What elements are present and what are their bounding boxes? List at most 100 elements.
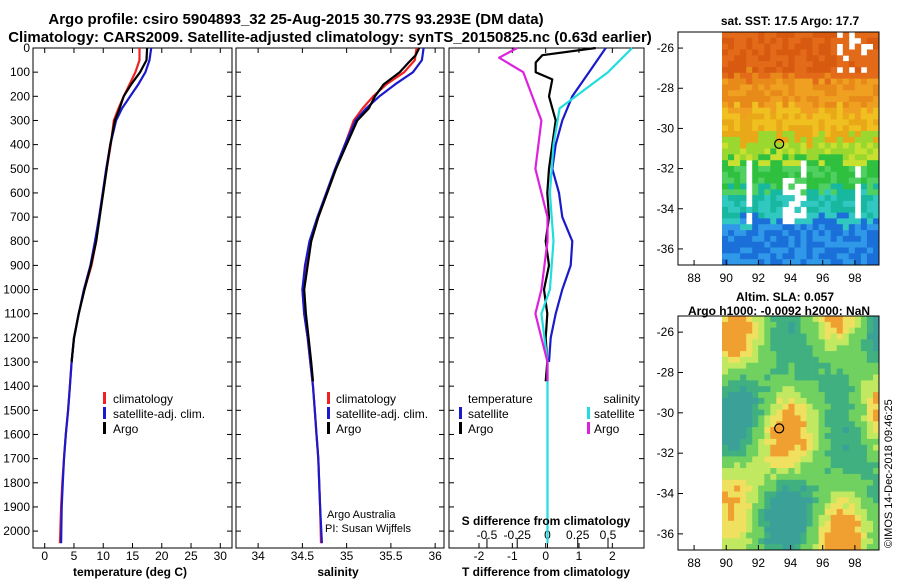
map-cell: [812, 415, 819, 422]
map-cell: [746, 253, 753, 260]
map-cell: [866, 67, 874, 74]
map-cell: [836, 380, 844, 387]
map-cell: [734, 136, 741, 144]
map-cell: [740, 321, 747, 329]
map-cell: [728, 259, 735, 265]
map-cell: [794, 362, 801, 370]
map-cell: [764, 78, 771, 85]
map-cell: [758, 491, 765, 498]
map-cell: [740, 497, 747, 504]
map-cell: [854, 136, 862, 144]
map-cell: [860, 101, 868, 109]
map-cell: [836, 392, 844, 399]
map-cell: [818, 362, 825, 370]
map-cell: [722, 171, 729, 178]
map-cell: [794, 462, 801, 469]
map-cell: [728, 200, 735, 208]
map-cell: [806, 55, 813, 62]
map-cell: [842, 444, 850, 451]
map-cell: [818, 485, 825, 492]
map-cell: [764, 491, 771, 498]
map-cell: [776, 72, 783, 79]
map-cell: [788, 154, 795, 161]
map-cell: [752, 345, 759, 352]
map-cell: [873, 230, 879, 237]
map-cell: [740, 224, 747, 231]
map-cell: [776, 43, 783, 50]
map-cell: [848, 427, 856, 434]
map-cell: [848, 491, 856, 498]
map-cell: [873, 224, 879, 231]
map-cell: [794, 253, 801, 260]
map-cell: [873, 218, 879, 225]
map-cell: [734, 368, 741, 375]
map-cell: [848, 183, 856, 190]
map-cell: [728, 101, 735, 109]
map-cell: [776, 479, 783, 487]
map-cell: [722, 538, 729, 545]
legend-swatch-s-satellite: [587, 407, 590, 419]
map-cell: [848, 101, 856, 109]
map-cell: [830, 72, 838, 79]
map-cell: [812, 485, 819, 492]
map-cell: [788, 96, 795, 103]
legend-argo: Argo: [113, 422, 139, 436]
map-cell: [788, 497, 795, 504]
map-cell: [860, 345, 868, 352]
map-cell: [860, 136, 868, 144]
map-cell: [734, 241, 741, 248]
map-cell: [836, 78, 844, 85]
map-cell: [794, 235, 801, 243]
map-cell: [830, 200, 838, 208]
depth-tick-label: 600: [10, 186, 30, 200]
map-cell: [848, 230, 856, 237]
map-cell: [860, 90, 868, 97]
map-cell: [866, 362, 874, 370]
map-cell: [752, 136, 759, 144]
map-cell: [758, 125, 765, 132]
map-cell: [758, 32, 765, 39]
map-cell: [824, 415, 832, 422]
map-cell: [746, 148, 753, 155]
map-cell: [836, 427, 844, 434]
depth-tick-label: 100: [10, 65, 30, 79]
map-cell: [830, 96, 838, 103]
map-cell: [764, 386, 771, 393]
map-cell: [854, 177, 862, 184]
map-cell: [746, 538, 753, 545]
map-cell: [848, 107, 856, 114]
map-cell: [818, 37, 825, 44]
map-cell: [860, 415, 868, 422]
map-cell: [873, 247, 879, 254]
map-cell: [866, 119, 874, 126]
map-cell: [740, 427, 747, 434]
map-cell: [734, 101, 741, 109]
map-cell: [758, 96, 765, 103]
map-cell: [752, 189, 759, 196]
map-cell: [764, 49, 771, 56]
depth-tick-label: 1300: [3, 355, 30, 369]
map-cell: [746, 503, 753, 510]
map-cell: [854, 403, 862, 411]
map-cell: [728, 356, 735, 364]
map-cell: [734, 339, 741, 346]
map-cell: [866, 206, 874, 213]
map-cell: [764, 206, 771, 213]
map-cell: [812, 526, 819, 533]
map-cell: [788, 253, 795, 260]
x-tick-label: 34.5: [291, 549, 315, 563]
map-cell: [752, 444, 759, 451]
map-cell: [836, 397, 844, 405]
map-cell: [764, 321, 771, 329]
map-cell: [806, 119, 813, 126]
map-cell: [854, 532, 862, 539]
map-cell: [824, 230, 832, 237]
map-cell: [830, 392, 838, 399]
map-cell: [752, 403, 759, 411]
map-cell: [848, 49, 856, 56]
map-cell: [746, 206, 753, 213]
map-cell: [812, 380, 819, 387]
map-cell: [776, 345, 783, 352]
map-cell: [740, 247, 747, 254]
map-cell: [734, 380, 741, 387]
